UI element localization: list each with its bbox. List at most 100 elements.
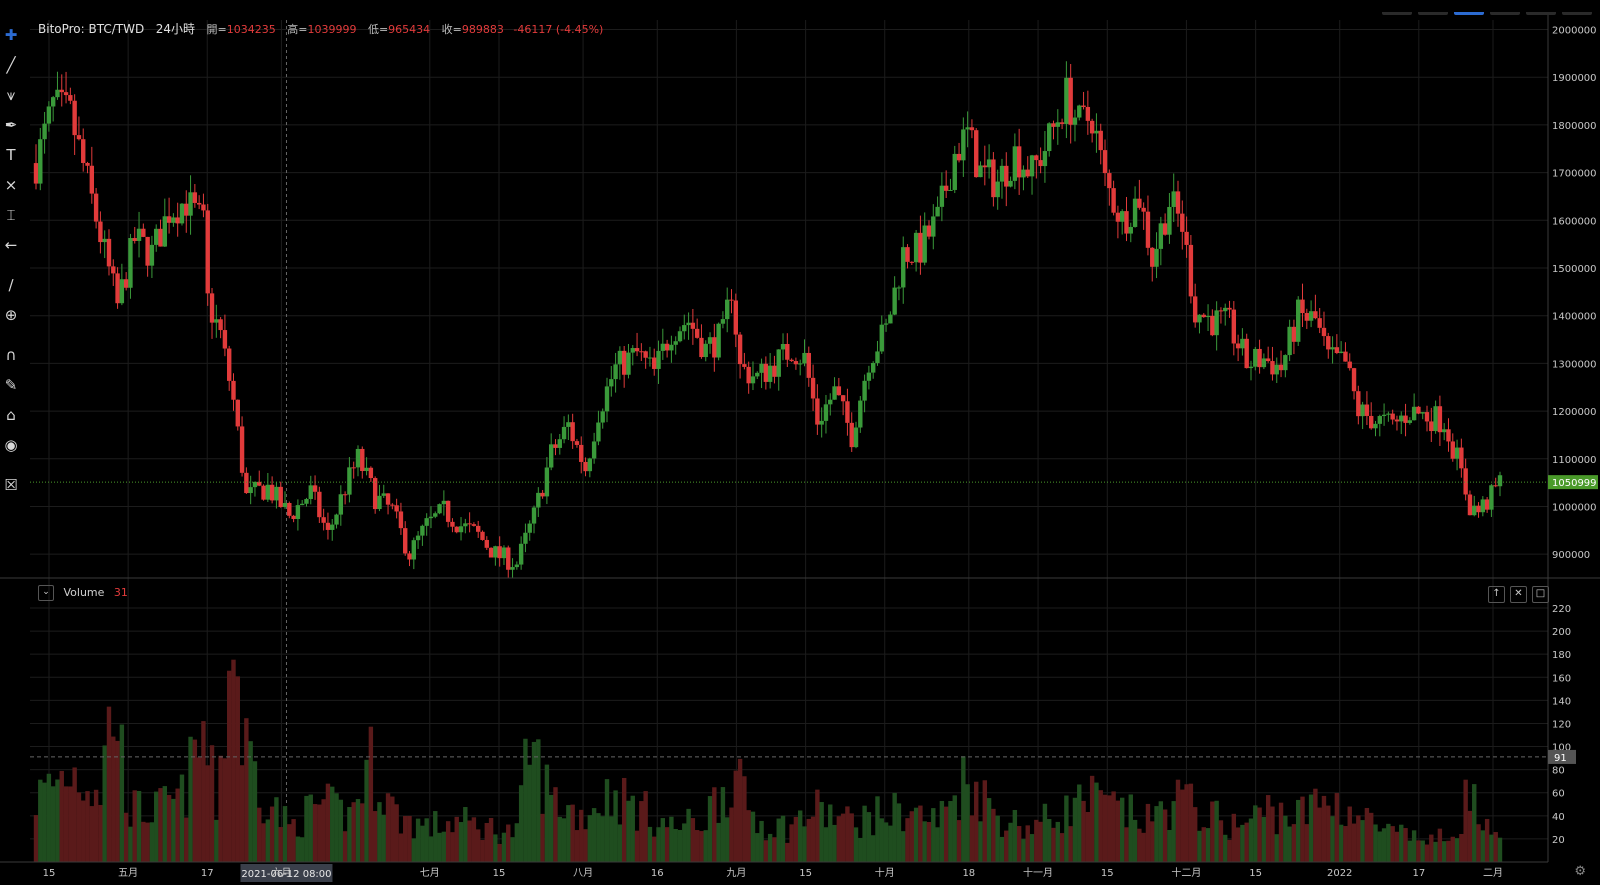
eye-icon[interactable]: ◉	[4, 436, 18, 454]
back-arrow-icon[interactable]: ←	[4, 236, 18, 254]
volume-bar	[364, 759, 369, 862]
candle-body	[991, 159, 996, 198]
candle-body	[913, 232, 919, 263]
volume-bar	[1390, 826, 1395, 862]
volume-bar	[639, 801, 644, 862]
candle-body	[1287, 326, 1292, 356]
maximize-icon[interactable]: □	[1532, 586, 1549, 603]
move-up-icon[interactable]: ↑	[1488, 586, 1505, 603]
time-tick-label: 五月	[118, 867, 138, 879]
volume-bar	[321, 799, 326, 862]
volume-bar	[226, 670, 232, 862]
candle-body	[819, 420, 824, 425]
candle-body	[299, 503, 305, 506]
unlock-icon[interactable]: ⌂	[6, 406, 16, 424]
volume-bar	[1317, 807, 1322, 862]
candle-body	[1360, 404, 1365, 417]
candle-body	[720, 319, 726, 324]
collapse-chevron-icon[interactable]: ⌄	[38, 585, 54, 601]
volume-bar	[351, 802, 356, 862]
candle-body	[1399, 415, 1404, 422]
interval-label[interactable]: 24小時	[155, 22, 196, 36]
candle-body	[1330, 347, 1335, 350]
change-value: -46117 (-4.45%)	[513, 23, 604, 36]
text-icon[interactable]: T	[6, 146, 16, 164]
volume-marker-badge	[1548, 749, 1576, 764]
top-button[interactable]	[1418, 12, 1448, 15]
volume-bar	[1463, 779, 1468, 862]
brush-icon[interactable]: ✒	[4, 116, 18, 134]
measure-icon[interactable]: ⌶	[6, 206, 16, 224]
candle-body	[699, 337, 704, 358]
volume-bar	[411, 838, 417, 862]
candle-body	[85, 162, 90, 166]
symbol-label[interactable]: BitoPro: BTC/TWD	[38, 22, 145, 36]
candle-body	[1012, 146, 1018, 181]
volume-bar	[1081, 800, 1086, 862]
volume-bar	[1145, 803, 1151, 862]
volume-bar	[450, 832, 455, 862]
volume-bar	[956, 820, 962, 862]
candle-body	[566, 422, 571, 427]
candle-body	[647, 357, 653, 359]
candle-body	[89, 165, 95, 194]
top-button[interactable]	[1382, 12, 1412, 15]
candle-body	[1128, 226, 1133, 234]
candle-body	[935, 206, 940, 217]
volume-bar	[793, 816, 799, 862]
magnet-icon[interactable]: ∩	[5, 346, 17, 364]
candle-body	[209, 293, 215, 323]
candle-body	[1467, 494, 1473, 516]
volume-bar	[222, 758, 228, 862]
volume-bar	[909, 811, 915, 862]
candle-body	[1038, 160, 1043, 167]
volume-bar	[252, 761, 258, 862]
volume-bar	[772, 837, 777, 862]
volume-bar	[476, 829, 481, 862]
volume-bar	[93, 789, 99, 862]
top-button[interactable]	[1526, 12, 1556, 15]
volume-bar	[158, 788, 163, 862]
candle-body	[579, 444, 584, 462]
candle-body	[1291, 326, 1297, 342]
candle-body	[364, 467, 369, 472]
volume-tick-label: 80	[1552, 766, 1565, 777]
volume-bar	[403, 815, 408, 862]
trash-icon[interactable]: ☒	[4, 476, 18, 494]
high-label: 高=	[287, 23, 308, 36]
trend-line-icon[interactable]: ╱	[6, 56, 16, 74]
candle-body	[1137, 198, 1142, 208]
pattern-icon[interactable]: ⨯	[4, 176, 18, 194]
volume-bar	[497, 843, 502, 862]
top-button[interactable]	[1562, 12, 1592, 15]
candle-body	[351, 467, 356, 469]
volume-tick-label: 140	[1552, 696, 1571, 707]
candle-body	[312, 485, 318, 492]
volume-bar	[664, 827, 670, 862]
top-button-active[interactable]	[1454, 12, 1484, 15]
candle-body	[1300, 299, 1305, 314]
settings-gear-icon[interactable]: ⚙	[1574, 864, 1586, 879]
pitchfork-icon[interactable]: ⩛	[6, 86, 16, 104]
volume-bar	[111, 736, 116, 862]
candle-body	[98, 221, 103, 243]
volume-bar	[699, 831, 704, 862]
candle-body	[514, 564, 520, 568]
zoom-icon[interactable]: ⊕	[4, 306, 18, 324]
candle-body	[1373, 423, 1378, 429]
volume-bar	[1459, 833, 1464, 862]
candle-body	[1162, 223, 1168, 235]
volume-bar	[501, 832, 507, 862]
top-button[interactable]	[1490, 12, 1520, 15]
ruler-icon[interactable]: ∕	[8, 276, 14, 294]
candle-body	[746, 366, 751, 384]
crosshair-icon[interactable]: ✚	[4, 26, 18, 44]
volume-bar	[1437, 828, 1443, 862]
lock-drawing-icon[interactable]: ✎	[4, 376, 18, 394]
volume-marker-label: 91	[1554, 753, 1567, 764]
candle-body	[278, 486, 283, 508]
volume-bar	[1025, 825, 1030, 862]
close-icon[interactable]: ✕	[1510, 586, 1527, 603]
candle-body	[1493, 485, 1498, 487]
